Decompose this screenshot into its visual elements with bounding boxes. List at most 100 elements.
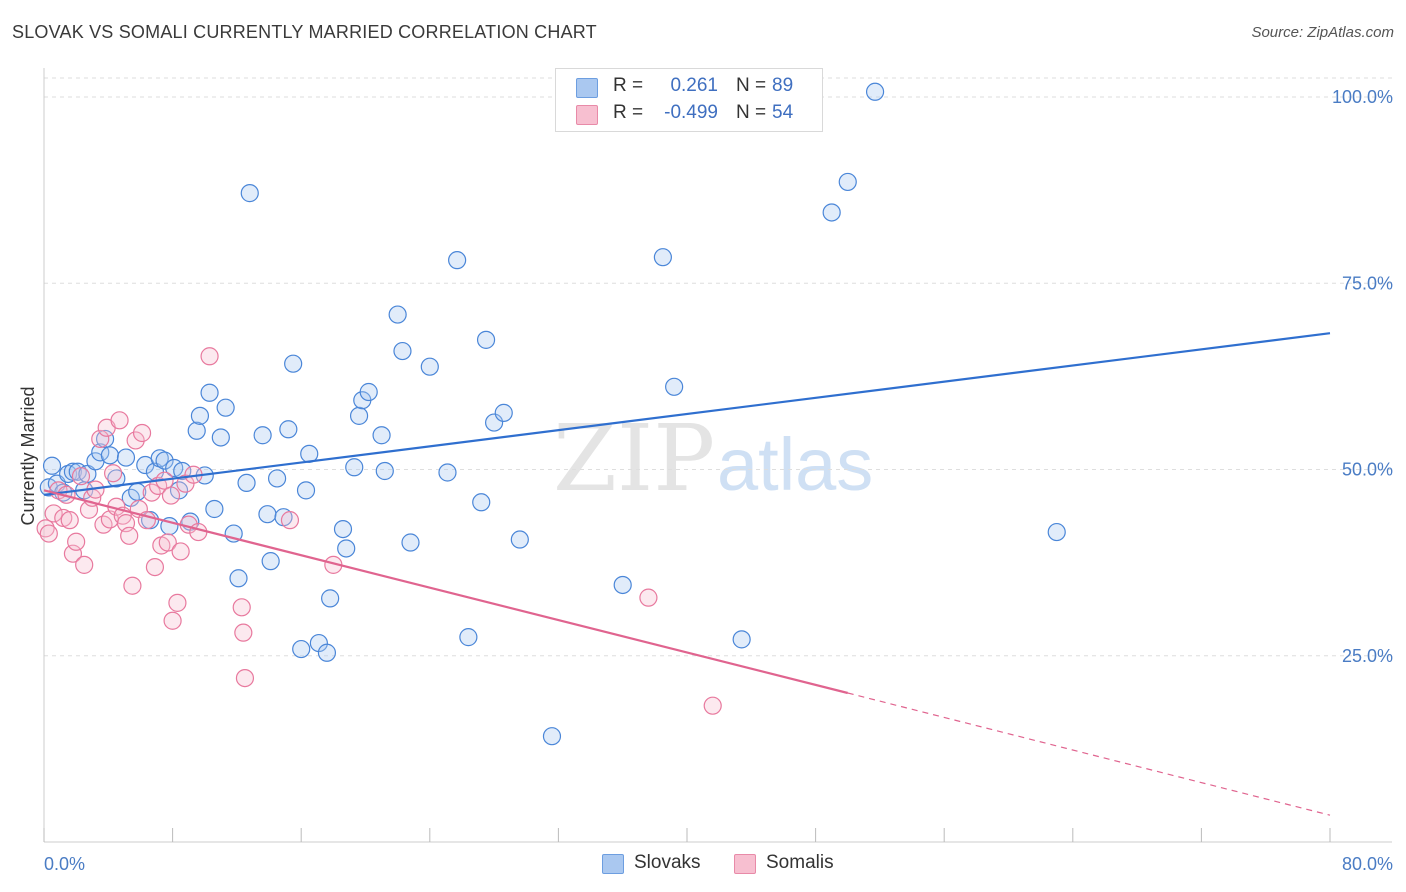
point-somalis — [161, 486, 181, 505]
point-slovaks — [542, 727, 562, 746]
point-slovaks — [190, 406, 210, 425]
point-somalis — [703, 696, 722, 715]
point-slovaks — [665, 377, 684, 396]
point-somalis — [234, 623, 253, 642]
point-somalis — [235, 668, 255, 688]
point-slovaks — [345, 458, 364, 477]
point-slovaks — [838, 172, 857, 192]
grid-lines — [44, 77, 1392, 657]
legend-swatch-slovaks — [602, 854, 624, 874]
point-somalis — [280, 511, 300, 530]
point-slovaks — [476, 330, 496, 349]
point-slovaks — [494, 403, 513, 422]
point-somalis — [132, 423, 152, 443]
legend-swatch-somalis — [576, 105, 598, 125]
point-slovaks — [401, 533, 420, 552]
trend-line-somalis-extrapolated — [847, 692, 1331, 816]
point-somalis — [63, 544, 83, 563]
point-slovaks — [267, 469, 287, 488]
point-somalis — [123, 576, 142, 595]
x-tick-label-max: 80.0% — [1342, 854, 1393, 874]
point-slovaks — [296, 481, 316, 500]
point-somalis — [36, 519, 55, 538]
point-slovaks — [865, 82, 885, 101]
point-slovaks — [333, 519, 353, 539]
point-slovaks — [107, 469, 126, 488]
point-somalis — [232, 598, 251, 617]
watermark-atlas: atlas — [717, 423, 873, 506]
point-slovaks — [613, 575, 632, 595]
point-slovaks — [732, 630, 751, 649]
point-slovaks — [459, 628, 478, 647]
point-slovaks — [253, 426, 272, 445]
legend-n-value: 54 — [772, 102, 794, 123]
legend-label-somalis: Somalis — [766, 852, 834, 873]
series-somalis — [36, 347, 722, 715]
point-slovaks — [100, 446, 120, 465]
point-slovaks — [393, 341, 412, 361]
point-somalis — [71, 467, 91, 486]
tick-labels: 25.0% 50.0% 75.0% 100.0% 0.0% 80.0% — [44, 87, 1393, 874]
point-somalis — [200, 347, 219, 366]
point-somalis — [120, 526, 139, 545]
point-slovaks — [155, 451, 174, 470]
point-slovaks — [438, 463, 457, 482]
legend-n-value: 89 — [772, 75, 794, 96]
legend-label-slovaks: Slovaks — [634, 852, 701, 873]
point-slovaks — [388, 305, 407, 324]
chart-title: SLOVAK VS SOMALI CURRENTLY MARRIED CORRE… — [12, 22, 597, 42]
point-somalis — [44, 504, 63, 523]
point-slovaks — [337, 539, 356, 558]
point-slovaks — [349, 406, 369, 425]
point-slovaks — [216, 398, 235, 417]
watermark: ZIP atlas — [553, 405, 873, 512]
y-tick-label: 75.0% — [1342, 273, 1393, 293]
point-somalis — [67, 532, 86, 551]
legend-n-label: N = — [736, 102, 767, 123]
trend-line-somalis — [43, 489, 849, 695]
legend-swatch-somalis — [734, 854, 756, 874]
point-somalis — [189, 522, 208, 542]
point-slovaks — [1047, 522, 1066, 542]
point-somalis — [75, 555, 94, 574]
point-slovaks — [240, 184, 259, 203]
point-slovaks — [485, 413, 504, 432]
point-somalis — [171, 542, 190, 561]
point-slovaks — [321, 589, 340, 608]
point-slovaks — [187, 421, 206, 440]
source-credit: Source: ZipAtlas.com — [1251, 24, 1394, 41]
point-somalis — [60, 511, 79, 530]
point-somalis — [110, 411, 129, 430]
watermark-zip: ZIP — [553, 405, 715, 512]
point-somalis — [168, 593, 187, 612]
legend-r-value: -0.499 — [664, 102, 718, 123]
y-tick-label: 50.0% — [1342, 460, 1393, 480]
y-axis-label: Currently Married — [18, 386, 38, 525]
point-slovaks — [229, 569, 248, 588]
point-slovaks — [258, 505, 277, 524]
point-slovaks — [420, 357, 439, 376]
point-slovaks — [292, 639, 311, 659]
point-slovaks — [375, 461, 394, 481]
point-slovaks — [372, 426, 391, 445]
trend-line-slovaks — [43, 332, 1331, 496]
point-slovaks — [237, 473, 256, 493]
point-slovaks — [510, 530, 529, 549]
point-slovaks — [200, 383, 219, 402]
correlation-legend: R = 0.261 N = 89 R = -0.499 N = 54 — [555, 68, 823, 132]
point-slovaks — [359, 382, 378, 402]
point-somalis — [145, 557, 165, 577]
point-slovaks — [261, 552, 280, 571]
point-slovaks — [279, 420, 298, 439]
point-slovaks — [150, 449, 169, 468]
point-somalis — [142, 483, 161, 502]
point-somalis — [158, 533, 177, 552]
y-tick-label: 25.0% — [1342, 646, 1393, 666]
point-slovaks — [211, 428, 230, 447]
point-somalis — [126, 431, 145, 450]
x-tick-label-min: 0.0% — [44, 854, 85, 874]
point-slovaks — [822, 203, 841, 222]
point-slovaks — [284, 354, 303, 373]
point-slovaks — [116, 448, 136, 467]
